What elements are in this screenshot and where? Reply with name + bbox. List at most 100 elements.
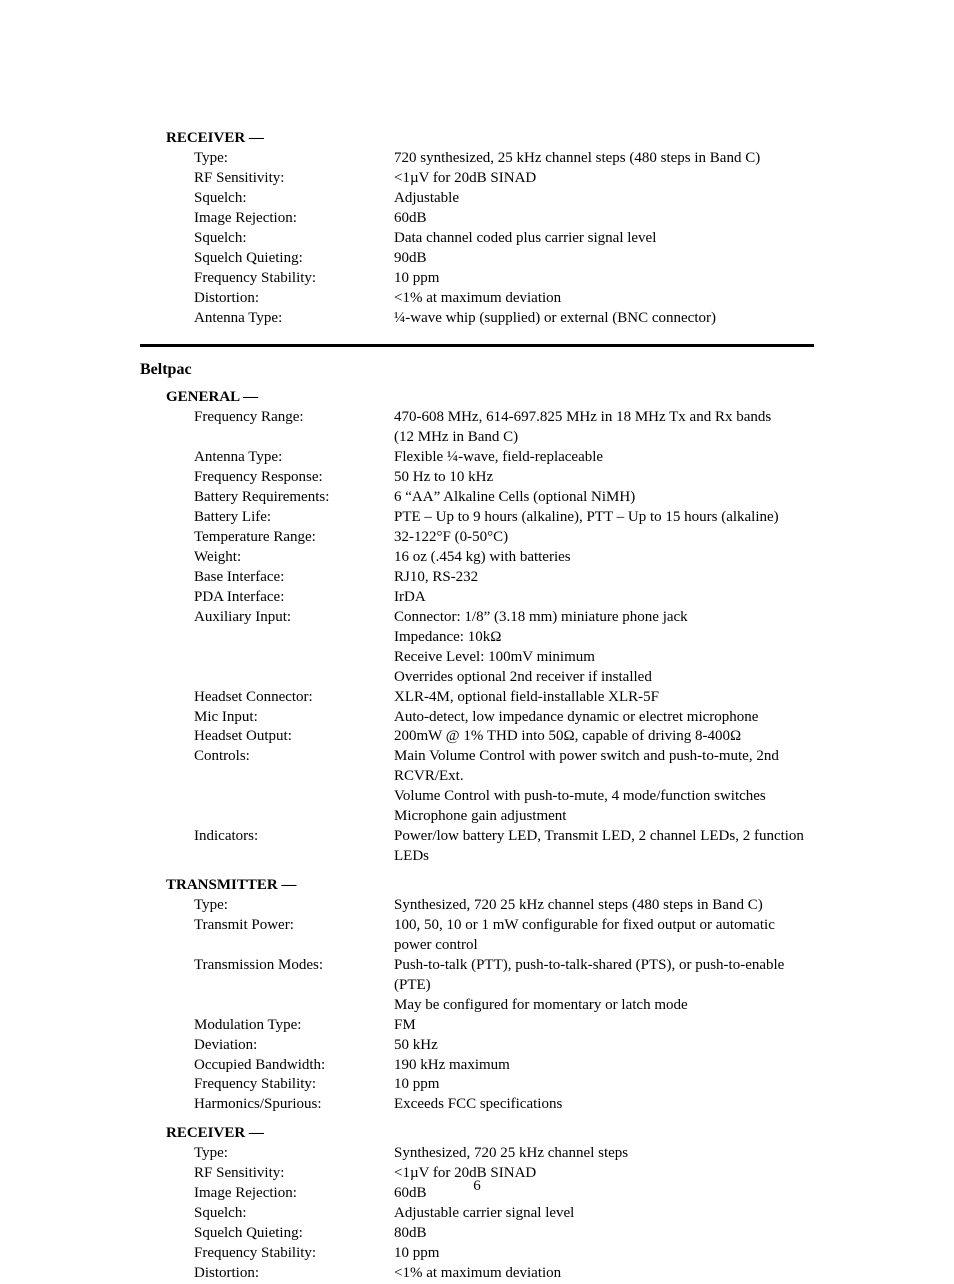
spec-label: Frequency Response: [194,468,394,488]
spec-row: (12 MHz in Band C) [194,428,814,448]
spec-value: Overrides optional 2nd receiver if insta… [394,668,814,688]
spec-label: Squelch: [194,1204,394,1224]
spec-label: Battery Life: [194,508,394,528]
spec-value: FM [394,1016,814,1036]
spec-label: PDA Interface: [194,588,394,608]
spec-label: Image Rejection: [194,209,394,229]
spec-label: Squelch Quieting: [194,249,394,269]
spec-label: Squelch: [194,189,394,209]
spec-label [194,787,394,807]
spec-label: Mic Input: [194,708,394,728]
spec-row: Modulation Type:FM [194,1016,814,1036]
spec-label: Antenna Type: [194,448,394,468]
spec-value: 10 ppm [394,1075,814,1095]
spec-value: Synthesized, 720 25 kHz channel steps [394,1144,814,1164]
spec-row: Impedance: 10kΩ [194,628,814,648]
spec-label: RF Sensitivity: [194,169,394,189]
spec-value: ¼-wave whip (supplied) or external (BNC … [394,309,814,329]
spec-row: Battery Requirements:6 “AA” Alkaline Cel… [194,488,814,508]
spec-value: <1% at maximum deviation [394,289,814,309]
spec-value: Flexible ¼-wave, field-replaceable [394,448,814,468]
spec-value: IrDA [394,588,814,608]
spec-row: Occupied Bandwidth:190 kHz maximum [194,1056,814,1076]
spec-row: Headset Connector:XLR-4M, optional field… [194,688,814,708]
spec-value: 100, 50, 10 or 1 mW configurable for fix… [394,916,814,956]
spec-label: Type: [194,896,394,916]
spec-label: Distortion: [194,1264,394,1284]
spec-value: Exceeds FCC specifications [394,1095,814,1115]
section-heading: TRANSMITTER — [166,877,814,894]
spec-value: 50 kHz [394,1036,814,1056]
spec-value: (12 MHz in Band C) [394,428,814,448]
spec-row: Overrides optional 2nd receiver if insta… [194,668,814,688]
spec-list: Type:Synthesized, 720 25 kHz channel ste… [140,1144,814,1284]
spec-label: Modulation Type: [194,1016,394,1036]
spec-value: 720 synthesized, 25 kHz channel steps (4… [394,149,814,169]
spec-value: Data channel coded plus carrier signal l… [394,229,814,249]
spec-label: Squelch Quieting: [194,1224,394,1244]
spec-label: Transmission Modes: [194,956,394,996]
spec-row: Frequency Stability:10 ppm [194,269,814,289]
spec-row: Frequency Range:470-608 MHz, 614-697.825… [194,408,814,428]
spec-label: Distortion: [194,289,394,309]
spec-row: Frequency Stability:10 ppm [194,1075,814,1095]
section-heading: RECEIVER — [166,130,814,147]
spec-label: Frequency Stability: [194,1075,394,1095]
spec-row: May be configured for momentary or latch… [194,996,814,1016]
spec-value: 470-608 MHz, 614-697.825 MHz in 18 MHz T… [394,408,814,428]
group-title-beltpac: Beltpac [140,361,814,379]
spec-row: Battery Life:PTE – Up to 9 hours (alkali… [194,508,814,528]
spec-row: RF Sensitivity:<1µV for 20dB SINAD [194,169,814,189]
spec-list: Frequency Range:470-608 MHz, 614-697.825… [140,408,814,867]
spec-row: Mic Input:Auto-detect, low impedance dyn… [194,708,814,728]
spec-value: PTE – Up to 9 hours (alkaline), PTT – Up… [394,508,814,528]
spec-row: Squelch:Adjustable carrier signal level [194,1204,814,1224]
spec-value: 200mW @ 1% THD into 50Ω, capable of driv… [394,727,814,747]
spec-row: Transmission Modes:Push-to-talk (PTT), p… [194,956,814,996]
spec-label: Deviation: [194,1036,394,1056]
spec-row: Base Interface:RJ10, RS-232 [194,568,814,588]
spec-label: Temperature Range: [194,528,394,548]
spec-value: 90dB [394,249,814,269]
spec-label: Battery Requirements: [194,488,394,508]
spec-value: 10 ppm [394,1244,814,1264]
spec-value: 32-122°F (0-50°C) [394,528,814,548]
spec-row: Squelch Quieting:80dB [194,1224,814,1244]
spec-value: RJ10, RS-232 [394,568,814,588]
spec-label: Antenna Type: [194,309,394,329]
spec-value: Adjustable [394,189,814,209]
spec-value: Receive Level: 100mV minimum [394,648,814,668]
spec-label: Weight: [194,548,394,568]
spec-row: Distortion:<1% at maximum deviation [194,289,814,309]
spec-value: Synthesized, 720 25 kHz channel steps (4… [394,896,814,916]
spec-row: Frequency Response:50 Hz to 10 kHz [194,468,814,488]
spec-row: Squelch:Adjustable [194,189,814,209]
spec-row: Microphone gain adjustment [194,807,814,827]
spec-label: Indicators: [194,827,394,867]
spec-value: Adjustable carrier signal level [394,1204,814,1224]
spec-label: Type: [194,1144,394,1164]
spec-value: 16 oz (.454 kg) with batteries [394,548,814,568]
spec-value: 6 “AA” Alkaline Cells (optional NiMH) [394,488,814,508]
spec-row: Harmonics/Spurious:Exceeds FCC specifica… [194,1095,814,1115]
spec-label [194,996,394,1016]
spec-row: Type:Synthesized, 720 25 kHz channel ste… [194,1144,814,1164]
spec-value: 190 kHz maximum [394,1056,814,1076]
spec-row: Antenna Type:Flexible ¼-wave, field-repl… [194,448,814,468]
spec-label: Frequency Stability: [194,269,394,289]
spec-label [194,428,394,448]
spec-row: Antenna Type:¼-wave whip (supplied) or e… [194,309,814,329]
spec-value: Connector: 1/8” (3.18 mm) miniature phon… [394,608,814,628]
spec-label: Headset Output: [194,727,394,747]
spec-row: Receive Level: 100mV minimum [194,648,814,668]
spec-value: Microphone gain adjustment [394,807,814,827]
spec-value: XLR-4M, optional field-installable XLR-5… [394,688,814,708]
spec-row: Squelch:Data channel coded plus carrier … [194,229,814,249]
spec-value: 10 ppm [394,269,814,289]
spec-row: Image Rejection:60dB [194,209,814,229]
spec-row: Transmit Power:100, 50, 10 or 1 mW confi… [194,916,814,956]
spec-row: PDA Interface:IrDA [194,588,814,608]
section-receiver-top: RECEIVER — Type:720 synthesized, 25 kHz … [140,130,814,328]
spec-label: Auxiliary Input: [194,608,394,628]
spec-list: Type:Synthesized, 720 25 kHz channel ste… [140,896,814,1115]
